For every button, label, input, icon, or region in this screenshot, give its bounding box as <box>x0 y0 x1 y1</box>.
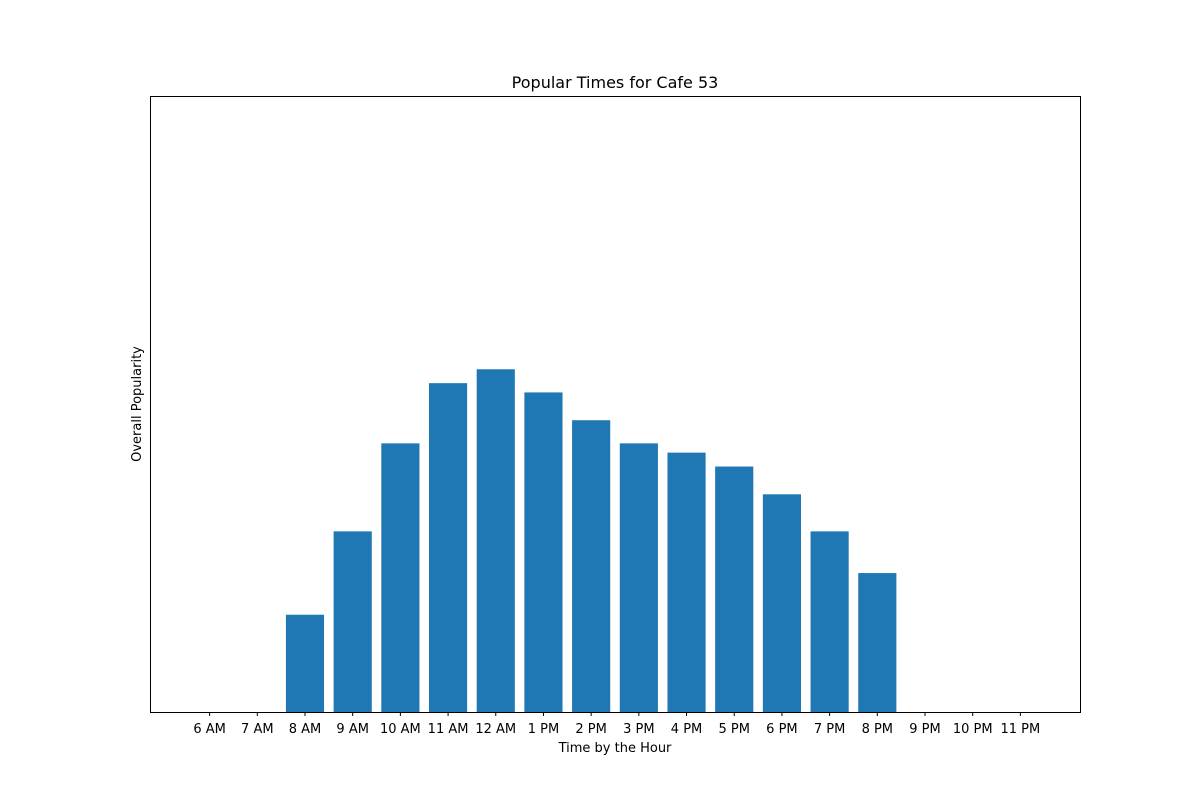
x-tick-label-10-am: 10 AM <box>380 722 421 737</box>
x-tick-label-3-pm: 3 PM <box>623 722 654 737</box>
chart-title: Popular Times for Cafe 53 <box>512 73 719 92</box>
bar-1-pm <box>524 392 563 712</box>
x-tick-label-7-pm: 7 PM <box>814 722 845 737</box>
bar-10-am <box>381 443 420 712</box>
x-tick-label-1-pm: 1 PM <box>528 722 559 737</box>
bar-3-pm <box>619 443 658 712</box>
y-axis-label: Overall Popularity <box>130 346 145 462</box>
x-tick-label-10-pm: 10 PM <box>953 722 993 737</box>
x-tick-label-4-pm: 4 PM <box>671 722 702 737</box>
x-axis-label: Time by the Hour <box>558 741 672 756</box>
x-ticks-group: 6 AM 7 AM 8 AM 9 AM 10 AM 11 AM 12 AM 1 PM 2 PM 3… <box>193 712 1040 737</box>
x-tick-label-11-pm: 11 PM <box>1001 722 1041 737</box>
plot-frame <box>150 96 1081 713</box>
x-tick-label-9-pm: 9 PM <box>909 722 940 737</box>
bar-6-pm <box>762 494 801 712</box>
x-tick-label-6-pm: 6 PM <box>766 722 797 737</box>
x-tick-label-8-am: 8 AM <box>289 722 322 737</box>
x-tick-label-8-pm: 8 PM <box>862 722 893 737</box>
x-tick-label-6-am: 6 AM <box>193 722 226 737</box>
bar-12-am <box>476 369 515 712</box>
x-tick-label-2-pm: 2 PM <box>575 722 606 737</box>
x-tick-label-7-am: 7 AM <box>241 722 274 737</box>
x-tick-label-5-pm: 5 PM <box>718 722 749 737</box>
bar-5-pm <box>715 466 754 712</box>
bar-9-am <box>333 531 372 712</box>
bars-group <box>285 369 897 712</box>
bar-8-pm <box>858 573 897 712</box>
bar-7-pm <box>810 531 849 712</box>
x-tick-label-9-am: 9 AM <box>336 722 369 737</box>
x-tick-label-11-am: 11 AM <box>428 722 469 737</box>
bar-8-am <box>285 614 325 712</box>
bar-11-am <box>429 383 468 712</box>
bar-4-pm <box>667 452 706 712</box>
bar-2-pm <box>572 420 611 712</box>
x-tick-label-12-am: 12 AM <box>475 722 516 737</box>
